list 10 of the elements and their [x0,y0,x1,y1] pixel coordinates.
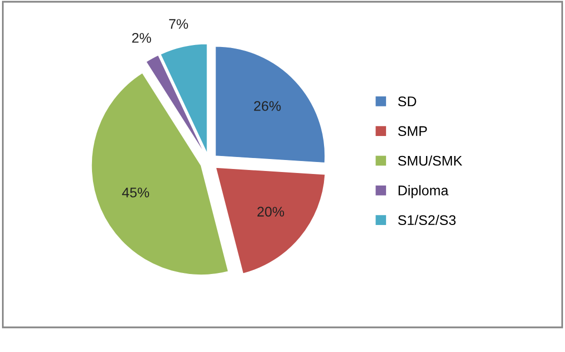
legend-label: SMP [398,126,427,136]
legend-label: SD [398,96,416,106]
data-label: 7% [169,19,188,29]
legend-label: S1/S2/S3 [398,214,456,226]
legend-label: Diploma [398,185,448,198]
data-label: 2% [132,32,152,43]
legend-label: SMU/SMK [398,155,462,166]
data-label: 20% [257,206,284,217]
data-label: 45% [122,188,150,198]
data-label: 26% [254,101,281,111]
